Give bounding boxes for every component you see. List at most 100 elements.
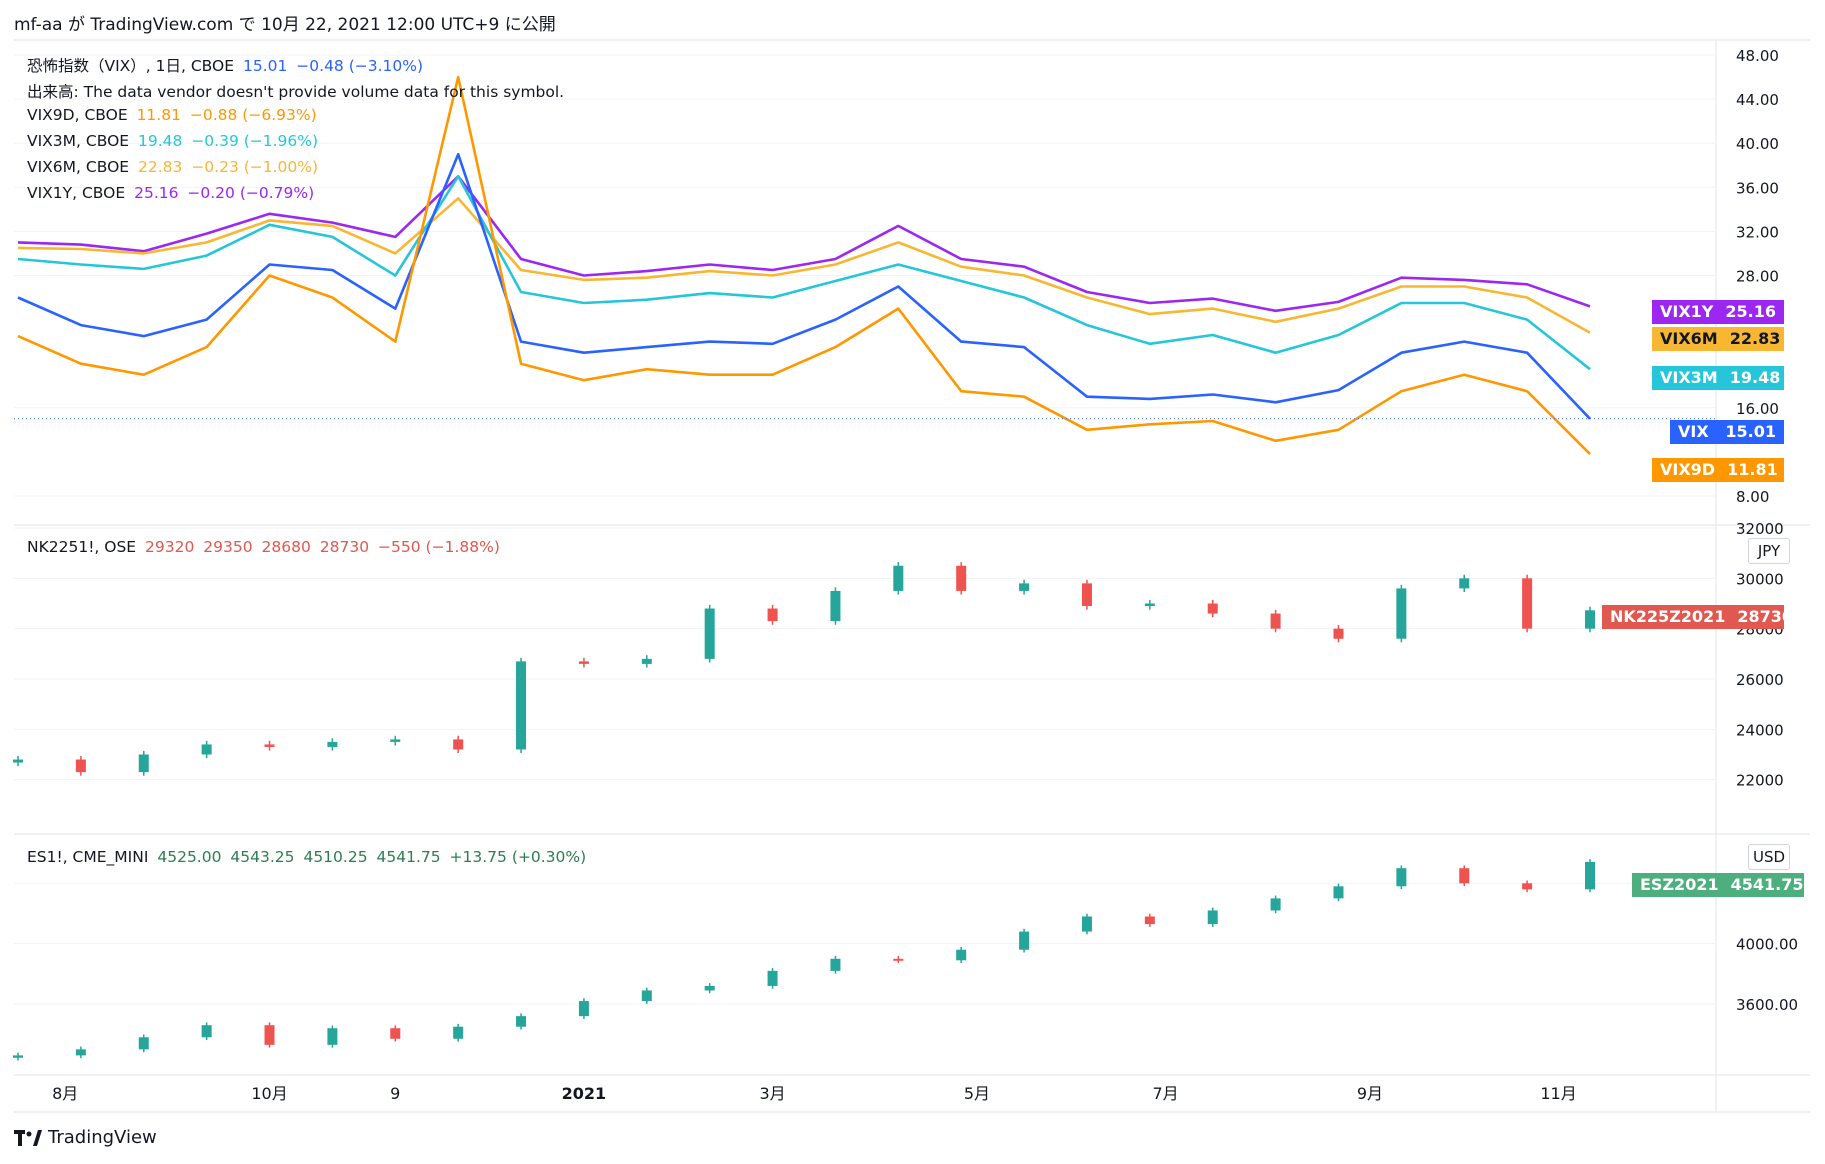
price-label-vix6m-value: 22.83 — [1729, 329, 1781, 348]
price-label-es-value: 4541.75 — [1730, 875, 1804, 894]
price-label-vix1y-name: VIX1Y — [1660, 302, 1714, 321]
price-label-vix3m: VIX3M 19.48 — [1652, 366, 1784, 390]
legend-nk-high: 29350 — [203, 538, 253, 556]
candle-body — [893, 958, 904, 961]
candle-body — [453, 739, 464, 750]
footer-brand[interactable]: TradingView — [14, 1127, 157, 1148]
candle-body — [201, 1025, 212, 1038]
candle-body — [1396, 868, 1407, 887]
x-tick-label: 7月 — [1152, 1084, 1178, 1103]
legend-vix6m-value: 22.83 — [138, 158, 183, 176]
series-line-vix9d — [17, 75, 1591, 456]
legend-es-high: 4543.25 — [230, 848, 295, 866]
legend-vix3m[interactable]: VIX3M, CBOE 19.48 −0.39 (−1.96%) — [27, 132, 322, 150]
x-tick-label: 9 — [390, 1084, 400, 1103]
price-label-nk: NK225Z2021 28730 — [1602, 605, 1793, 629]
candle-body — [1081, 916, 1092, 932]
y-tick-label: 48.00 — [1736, 47, 1779, 65]
candle-body — [75, 1049, 86, 1056]
price-label-es-name: ESZ2021 — [1640, 875, 1719, 894]
y-tick-label: 26000 — [1736, 671, 1784, 689]
legend-vix-value: 15.01 — [242, 57, 288, 75]
series-line-vix — [17, 152, 1591, 420]
candle-body — [767, 608, 778, 622]
currency-badge-jpy[interactable]: JPY — [1748, 538, 1790, 564]
price-label-vix9d-value: 11.81 — [1727, 460, 1778, 479]
price-label-nk-value: 28730 — [1737, 607, 1793, 626]
y-tick-label: 32000 — [1736, 520, 1784, 538]
y-tick-label: 16.00 — [1736, 400, 1779, 418]
publish-header: mf-aa が TradingView.com で 10月 22, 2021 1… — [14, 15, 556, 35]
candle-body — [1019, 583, 1030, 591]
price-label-es: ESZ2021 4541.75 — [1632, 873, 1804, 897]
candle-body — [1333, 628, 1344, 639]
price-label-vix1y-value: 25.16 — [1725, 302, 1776, 321]
candle-body — [893, 565, 904, 591]
candle-body — [1270, 613, 1281, 629]
candle-body — [1459, 578, 1470, 589]
candle-body — [956, 949, 967, 961]
legend-vix6m[interactable]: VIX6M, CBOE 22.83 −0.23 (−1.00%) — [27, 158, 322, 176]
y-tick-label: 4000.00 — [1736, 936, 1798, 954]
legend-nk-change: −550 (−1.88%) — [378, 538, 500, 556]
y-tick-label: 30000 — [1736, 570, 1784, 588]
currency-badge-usd[interactable]: USD — [1748, 844, 1790, 870]
y-tick-label: 3600.00 — [1736, 996, 1798, 1014]
candle-body — [578, 661, 589, 664]
price-label-vix9d: VIX9D 11.81 — [1652, 458, 1784, 482]
legend-nk-name: NK2251!, OSE — [27, 538, 137, 556]
legend-vix3m-value: 19.48 — [138, 132, 183, 150]
legend-vix9d[interactable]: VIX9D, CBOE 11.81 −0.88 (−6.93%) — [27, 106, 321, 124]
x-tick-label: 2021 — [562, 1084, 607, 1103]
candle-body — [1522, 883, 1533, 890]
candle-body — [1081, 583, 1092, 607]
y-tick-label: 36.00 — [1736, 179, 1779, 197]
candle-body — [1459, 868, 1470, 884]
series-line-vix1y — [17, 175, 1591, 313]
candle-body — [578, 1001, 589, 1017]
legend-vix[interactable]: 恐怖指数（VIX）, 1日, CBOE 15.01 −0.48 (−3.10%) — [27, 54, 427, 76]
legend-vix9d-change: −0.88 (−6.93%) — [189, 106, 317, 124]
legend-vix1y-change: −0.20 (−0.79%) — [187, 184, 315, 202]
price-label-vix9d-name: VIX9D — [1660, 460, 1716, 479]
candle-body — [1019, 931, 1030, 950]
y-tick-label: 44.00 — [1736, 91, 1779, 109]
legend-vix1y-name: VIX1Y, CBOE — [27, 184, 126, 202]
series-line-vix6m — [17, 197, 1591, 334]
y-tick-label: 32.00 — [1736, 223, 1779, 241]
legend-volume[interactable]: 出来高: The data vendor doesn't provide vol… — [27, 80, 568, 102]
legend-vix3m-name: VIX3M, CBOE — [27, 132, 130, 150]
candle-body — [453, 1026, 464, 1039]
candle-body — [516, 661, 527, 750]
legend-vix1y-value: 25.16 — [134, 184, 179, 202]
price-label-nk-name: NK225Z2021 — [1610, 607, 1726, 626]
candle-body — [138, 1037, 149, 1050]
tradingview-logo-icon — [14, 1129, 42, 1146]
price-label-vix3m-name: VIX3M — [1660, 368, 1718, 387]
candle-body — [13, 759, 23, 763]
candle-body — [704, 608, 715, 659]
x-tick-label: 10月 — [251, 1084, 287, 1103]
legend-nk-low: 28680 — [261, 538, 311, 556]
candle-body — [1270, 898, 1281, 911]
y-tick-label: 28.00 — [1736, 267, 1779, 285]
series-line-vix3m — [17, 175, 1591, 371]
x-tick-label: 5月 — [964, 1084, 990, 1103]
x-tick-label: 8月 — [52, 1084, 78, 1103]
candle-body — [327, 1028, 338, 1045]
legend-vix1y[interactable]: VIX1Y, CBOE 25.16 −0.20 (−0.79%) — [27, 184, 318, 202]
candle-body — [704, 985, 715, 991]
x-tick-label: 11月 — [1540, 1084, 1576, 1103]
legend-vix6m-change: −0.23 (−1.00%) — [191, 158, 319, 176]
x-tick-label: 3月 — [759, 1084, 785, 1103]
legend-vix9d-name: VIX9D, CBOE — [27, 106, 128, 124]
price-label-vix: VIX 15.01 — [1670, 420, 1784, 444]
candle-body — [264, 1025, 275, 1045]
candle-body — [1522, 578, 1533, 629]
candle-body — [1333, 886, 1344, 899]
candle-body — [327, 741, 338, 747]
legend-nk[interactable]: NK2251!, OSE 29320 29350 28680 28730 −55… — [27, 538, 504, 556]
legend-vix9d-value: 11.81 — [136, 106, 181, 124]
legend-es[interactable]: ES1!, CME_MINI 4525.00 4543.25 4510.25 4… — [27, 848, 590, 866]
price-label-vix1y: VIX1Y 25.16 — [1652, 300, 1784, 324]
